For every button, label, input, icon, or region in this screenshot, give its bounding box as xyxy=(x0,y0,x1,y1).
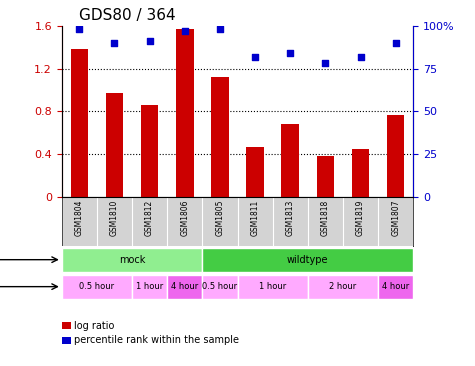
Text: GSM1818: GSM1818 xyxy=(321,199,330,236)
Text: 4 hour: 4 hour xyxy=(171,282,199,291)
Text: log ratio: log ratio xyxy=(74,321,114,331)
FancyBboxPatch shape xyxy=(378,274,413,299)
Text: GDS80 / 364: GDS80 / 364 xyxy=(79,8,176,23)
Text: wildtype: wildtype xyxy=(287,255,329,265)
Text: 4 hour: 4 hour xyxy=(382,282,409,291)
FancyBboxPatch shape xyxy=(132,274,167,299)
Text: percentile rank within the sample: percentile rank within the sample xyxy=(74,335,238,346)
Bar xyxy=(141,105,158,197)
FancyBboxPatch shape xyxy=(202,247,413,272)
Text: GSM1804: GSM1804 xyxy=(75,199,84,236)
Point xyxy=(181,28,189,34)
Text: 1 hour: 1 hour xyxy=(259,282,286,291)
Point xyxy=(392,40,399,46)
Text: GSM1805: GSM1805 xyxy=(216,199,224,236)
Bar xyxy=(387,115,404,197)
Text: GSM1819: GSM1819 xyxy=(356,199,365,236)
Point xyxy=(357,53,364,59)
Bar xyxy=(281,124,299,197)
Bar xyxy=(71,49,88,197)
Bar xyxy=(105,93,124,197)
Bar xyxy=(176,29,194,197)
Point xyxy=(251,53,259,59)
Text: GSM1810: GSM1810 xyxy=(110,199,119,236)
Bar xyxy=(352,149,369,197)
Text: 1 hour: 1 hour xyxy=(136,282,163,291)
FancyBboxPatch shape xyxy=(167,274,202,299)
Point xyxy=(76,26,83,32)
FancyBboxPatch shape xyxy=(62,247,202,272)
Text: 0.5 hour: 0.5 hour xyxy=(79,282,114,291)
Text: GSM1811: GSM1811 xyxy=(251,199,259,236)
Text: mock: mock xyxy=(119,255,145,265)
Bar xyxy=(247,147,264,197)
Point xyxy=(216,26,224,32)
Text: GSM1806: GSM1806 xyxy=(180,199,189,236)
Text: GSM1812: GSM1812 xyxy=(145,199,154,236)
FancyBboxPatch shape xyxy=(202,274,238,299)
Point xyxy=(111,40,118,46)
Text: GSM1813: GSM1813 xyxy=(286,199,294,236)
Text: 2 hour: 2 hour xyxy=(329,282,357,291)
Point xyxy=(322,60,329,66)
FancyBboxPatch shape xyxy=(308,274,378,299)
Point xyxy=(146,38,153,44)
Text: 0.5 hour: 0.5 hour xyxy=(202,282,238,291)
Bar xyxy=(211,77,228,197)
Point xyxy=(286,50,294,56)
FancyBboxPatch shape xyxy=(238,274,308,299)
Bar xyxy=(316,156,334,197)
FancyBboxPatch shape xyxy=(62,274,132,299)
Text: GSM1807: GSM1807 xyxy=(391,199,400,236)
